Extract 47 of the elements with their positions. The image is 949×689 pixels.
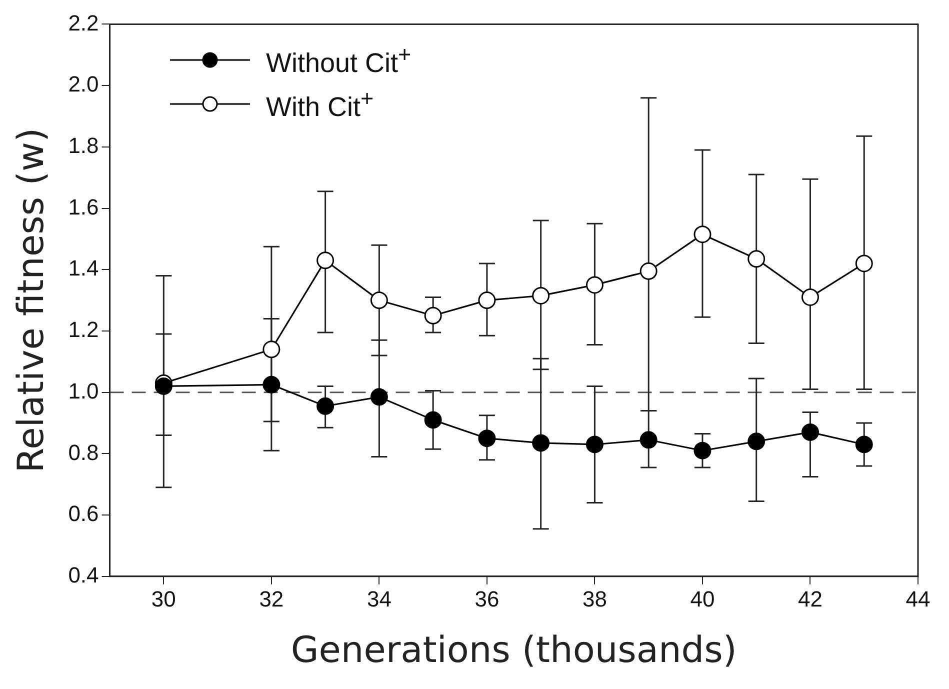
point [586, 276, 604, 294]
y-tick-label: 0.4 [68, 562, 99, 588]
point [586, 436, 604, 454]
point [855, 436, 873, 454]
point [478, 430, 496, 448]
x-tick-label: 34 [366, 586, 392, 612]
point [640, 262, 658, 280]
y-tick-label: 1.2 [68, 317, 99, 342]
y-tick-label: 0.8 [68, 440, 99, 465]
y-axis-title: Relative fitness (w) [10, 128, 52, 473]
point [640, 431, 658, 449]
legend-label: Without Cit$^{+}$ [266, 42, 412, 78]
point [855, 254, 873, 272]
x-tick-label: 40 [690, 586, 715, 612]
point [316, 252, 334, 270]
point [370, 388, 388, 406]
point [748, 432, 766, 450]
x-tick-label: 30 [151, 586, 176, 612]
point [801, 423, 819, 441]
point [694, 442, 712, 460]
point [262, 376, 280, 394]
x-tick-label: 38 [582, 586, 607, 612]
x-tick-label: 32 [259, 586, 284, 612]
y-tick-label: 0.6 [68, 501, 99, 526]
x-tick-label: 44 [906, 586, 930, 612]
y-tick-label: 1.6 [68, 194, 99, 220]
y-tick-label: 2.2 [68, 10, 99, 36]
point [316, 397, 334, 415]
point [748, 250, 766, 268]
x-axis-title: Generations (thousands) [290, 630, 737, 671]
y-tick-label: 2.0 [68, 72, 99, 97]
point [801, 288, 819, 306]
point [370, 292, 388, 310]
point [478, 292, 496, 310]
point [532, 286, 550, 304]
legend-label: With Cit$^{+}$ [266, 86, 374, 122]
point [424, 306, 442, 324]
y-tick-label: 1.4 [68, 256, 99, 281]
point [262, 340, 280, 358]
point [154, 377, 172, 395]
y-tick-label: 1.8 [68, 132, 99, 158]
point [424, 411, 442, 429]
x-tick-label: 42 [798, 586, 822, 612]
y-tick-label: 1.0 [68, 378, 99, 404]
point [532, 434, 550, 452]
point [694, 226, 712, 244]
x-tick-label: 36 [474, 586, 500, 612]
